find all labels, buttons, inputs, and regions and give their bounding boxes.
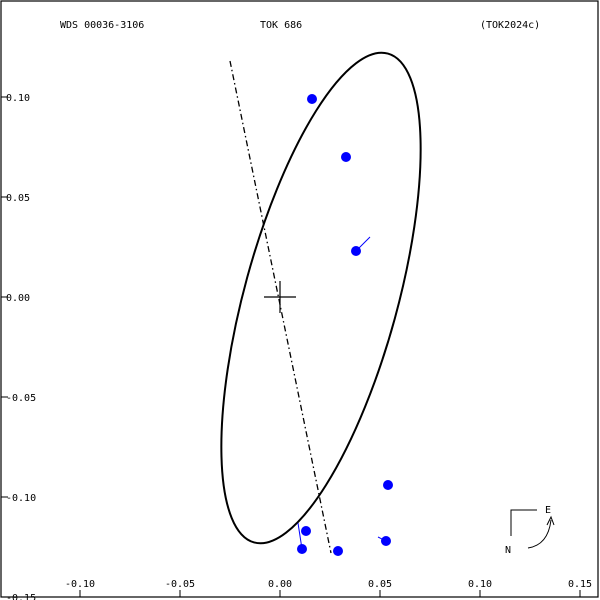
header-reference: (TOK2024c): [480, 20, 540, 31]
y-tick-label: 0.00: [6, 293, 30, 304]
y-tick-label: -0.05: [6, 393, 36, 404]
compass-east-label: E: [545, 505, 551, 516]
y-tick-label: -0.15: [6, 593, 36, 600]
x-tick-label: 0.15: [568, 579, 592, 590]
x-tick-label: -0.05: [165, 579, 195, 590]
x-tick-label: 0.10: [468, 579, 492, 590]
observation-point: [307, 94, 317, 104]
observations-layer: [297, 94, 393, 556]
y-tick-label: 0.10: [6, 93, 30, 104]
observation-point: [341, 152, 351, 162]
observation-point: [297, 544, 307, 554]
y-axis-ticks: 0.10 0.05 0.00 -0.05 -0.10 -0.15: [1, 93, 36, 600]
x-tick-label: -0.10: [65, 579, 95, 590]
observation-point: [333, 546, 343, 556]
x-axis-ticks: -0.10 -0.05 0.00 0.05 0.10 0.15: [65, 579, 592, 597]
header-name: TOK 686: [260, 20, 302, 31]
orbit-layer: [220, 51, 422, 554]
observation-point: [351, 246, 361, 256]
y-tick-label: 0.05: [6, 193, 30, 204]
compass-direction-arrow: [527, 519, 552, 549]
compass-north-label: N: [505, 545, 511, 556]
header-designation: WDS 00036-3106: [60, 20, 144, 31]
observation-point: [301, 526, 311, 536]
compass: E N: [505, 505, 555, 556]
observation-point: [383, 480, 393, 490]
x-tick-label: 0.05: [368, 579, 392, 590]
orbit-ellipse: [220, 51, 422, 545]
compass-axes: [510, 509, 537, 536]
x-tick-label: 0.00: [268, 579, 292, 590]
line-of-nodes: [229, 60, 332, 554]
y-tick-label: -0.10: [6, 493, 36, 504]
observation-point: [381, 536, 391, 546]
compass-arrowhead-icon: [546, 515, 555, 526]
